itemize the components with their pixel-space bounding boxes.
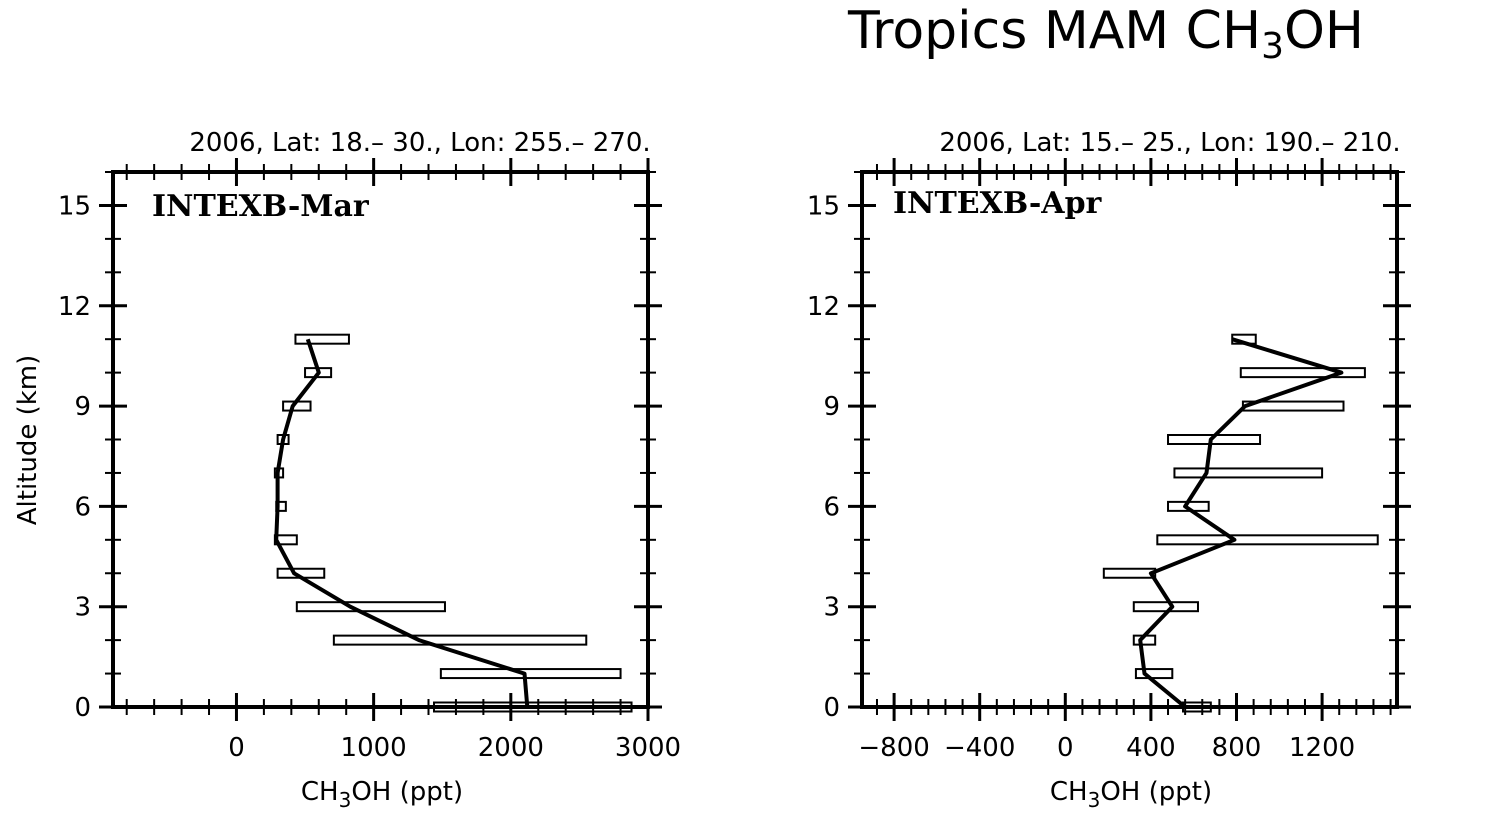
x-axis-label-left: CH3OH (ppt): [301, 777, 463, 812]
x-tick-label-left: 2000: [478, 733, 544, 763]
x-axis-label-left-main: CH: [301, 777, 339, 807]
panel-label-right: INTEXB-Apr: [893, 186, 1103, 221]
error-bar-right: [1173, 467, 1324, 479]
x-tick-label-right: 1200: [1289, 733, 1355, 763]
y-axis-label: Altitude (km): [13, 355, 43, 526]
x-axis-label-right-main: CH: [1050, 777, 1088, 807]
x-tick-labels-right: −800 −400 0 400 800 1200: [858, 733, 1355, 763]
top-caption-right: 2006, Lat: 15.– 25., Lon: 190.– 210.: [939, 128, 1400, 158]
error-bars-left: [273, 333, 633, 713]
y-tick-label-right: 0: [823, 693, 840, 723]
y-tick-label-right: 15: [807, 191, 840, 221]
x-axis-label-left-end: OH (ppt): [351, 777, 463, 807]
panel-label-left: INTEXB-Mar: [152, 189, 370, 224]
y-tick-labels-right: 0 3 6 9 12 15: [807, 191, 840, 723]
x-tick-label-left: 1000: [341, 733, 407, 763]
y-tick-label-left: 9: [74, 392, 91, 422]
y-tick-label-right: 9: [823, 392, 840, 422]
x-tick-label-right: 0: [1057, 733, 1074, 763]
panel-left: 0 3 6 9 12 15 0 1000 2000 3000 INTEXB-Mar 2006, …: [13, 128, 681, 812]
error-bar-left: [433, 701, 633, 713]
plot-frame-right: [860, 170, 1399, 709]
error-bar-right: [1239, 367, 1366, 379]
x-axis-label-right: CH3OH (ppt): [1050, 777, 1212, 812]
error-bar-left: [295, 601, 446, 613]
y-tick-label-left: 15: [58, 191, 91, 221]
error-bar-left: [294, 333, 350, 345]
y-tick-label-left: 3: [74, 593, 91, 623]
y-tick-label-left: 12: [58, 292, 91, 322]
figure-title-subscript: 3: [1261, 26, 1284, 67]
y-tick-labels-left: 0 3 6 9 12 15: [58, 191, 91, 723]
plot-frame-left: [111, 170, 650, 709]
x-tick-label-right: 400: [1126, 733, 1176, 763]
error-bar-right: [1134, 668, 1174, 680]
error-bar-left: [439, 668, 622, 680]
figure-title-end: OH: [1284, 1, 1364, 61]
y-tick-label-left: 0: [74, 693, 91, 723]
y-tick-label-right: 12: [807, 292, 840, 322]
y-tick-label-right: 6: [823, 492, 840, 522]
error-bar-right: [1132, 601, 1199, 613]
x-tick-labels-left: 0 1000 2000 3000: [228, 733, 681, 763]
error-bars-right: [1102, 333, 1379, 713]
x-axis-label-left-subscript: 3: [339, 788, 352, 812]
error-bar-right: [1156, 534, 1379, 546]
top-caption-left: 2006, Lat: 18.– 30., Lon: 255.– 270.: [189, 128, 650, 158]
y-tick-label-left: 6: [74, 492, 91, 522]
y-tick-label-right: 3: [823, 593, 840, 623]
x-tick-label-left: 3000: [615, 733, 681, 763]
profile-line-left: [274, 338, 530, 708]
profile-line-right: [1138, 337, 1344, 709]
x-axis-label-right-end: OH (ppt): [1100, 777, 1212, 807]
x-tick-label-right: −400: [944, 733, 1015, 763]
x-tick-label-right: −800: [858, 733, 929, 763]
figure-title: Tropics MAM CH3OH: [847, 1, 1364, 67]
error-bar-left: [332, 634, 588, 646]
figure-title-main: Tropics MAM CH: [847, 1, 1261, 61]
x-tick-label-right: 800: [1212, 733, 1262, 763]
axis-ticks-right: [848, 158, 1411, 721]
x-axis-label-right-subscript: 3: [1088, 788, 1101, 812]
x-tick-label-left: 0: [228, 733, 245, 763]
error-bar-right: [1102, 567, 1157, 579]
